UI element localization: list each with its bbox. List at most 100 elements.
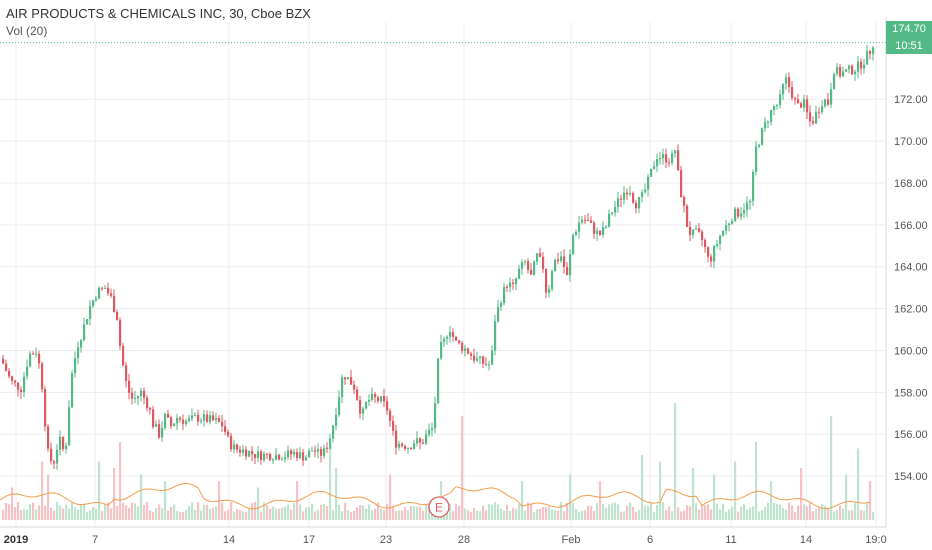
candle-body — [245, 449, 248, 457]
volume-bar — [326, 506, 329, 520]
volume-bar — [602, 504, 605, 520]
volume-bar — [320, 505, 323, 520]
x-tick-label: 14 — [223, 534, 235, 546]
volume-bar — [107, 502, 110, 520]
volume-bar — [308, 507, 311, 520]
volume-bar — [698, 509, 701, 520]
volume-bar — [854, 502, 857, 520]
volume-bar — [473, 508, 476, 520]
volume-indicator-label[interactable]: Vol (20) — [6, 24, 48, 38]
volume-bar — [821, 504, 824, 520]
volume-bar — [236, 508, 239, 520]
y-tick-label: 172.00 — [894, 94, 928, 106]
candle-body — [605, 226, 608, 228]
candle-body — [626, 192, 629, 195]
volume-bar — [233, 511, 236, 520]
volume-bar — [833, 511, 836, 520]
candle-body — [692, 229, 695, 236]
volume-bar — [407, 510, 410, 520]
candle-body — [218, 418, 221, 422]
candle-body — [107, 287, 110, 294]
candle-body — [98, 287, 101, 299]
candle-body — [518, 268, 521, 279]
candle-body — [8, 370, 11, 377]
candle-body — [239, 449, 242, 453]
candle-body — [797, 99, 800, 104]
volume-bar — [836, 510, 839, 520]
candle-body — [224, 426, 227, 432]
volume-bar — [119, 442, 122, 520]
volume-bar — [596, 503, 599, 520]
volume-bar — [491, 504, 494, 520]
candle-body — [20, 389, 23, 393]
volume-bar — [788, 502, 791, 520]
volume-bar — [839, 505, 842, 520]
volume-bar — [20, 510, 23, 520]
candle-body — [152, 409, 155, 427]
candle-body — [281, 459, 284, 461]
volume-bar — [191, 502, 194, 520]
volume-bar — [254, 501, 257, 520]
candle-body — [824, 99, 827, 107]
candle-body — [65, 445, 68, 449]
chart-title: AIR PRODUCTS & CHEMICALS INC, 30, Cboe B… — [6, 6, 311, 21]
volume-bar — [374, 508, 377, 520]
candle-body — [815, 111, 818, 124]
candle-body — [38, 353, 41, 364]
candle-body — [17, 382, 20, 390]
volume-bar — [446, 510, 449, 520]
volume-bar — [23, 509, 26, 520]
candle-body — [386, 401, 389, 411]
y-tick-label: 162.00 — [894, 304, 928, 316]
candle-body — [344, 377, 347, 380]
candle-body — [737, 208, 740, 217]
volume-bar — [200, 510, 203, 520]
volume-bar — [533, 512, 536, 520]
volume-bar — [653, 512, 656, 520]
x-tick-label: 11 — [725, 534, 736, 546]
volume-bar — [575, 508, 578, 520]
volume-bar — [359, 504, 362, 520]
earnings-marker[interactable]: E — [428, 496, 450, 518]
candle-body — [677, 150, 680, 171]
volume-bar — [350, 511, 353, 520]
volume-bar — [92, 507, 95, 520]
candle-body — [332, 425, 335, 439]
candle-body — [284, 457, 287, 460]
candle-body — [365, 401, 368, 409]
candle-body — [128, 380, 131, 393]
volume-bar — [278, 508, 281, 520]
candle-body — [848, 65, 851, 70]
volume-bar — [749, 507, 752, 520]
volume-bar — [104, 504, 107, 520]
volume-bar — [515, 509, 518, 520]
volume-bar — [662, 502, 665, 520]
volume-bar — [731, 506, 734, 520]
candle-body — [269, 454, 272, 461]
candle-body — [617, 198, 620, 207]
candle-body — [770, 110, 773, 122]
volume-bar — [629, 502, 632, 520]
y-tick-label: 164.00 — [894, 262, 928, 274]
volume-bar — [251, 503, 254, 520]
x-tick-label: 14 — [800, 534, 812, 546]
candle-body — [11, 376, 14, 381]
candle-body — [659, 158, 662, 160]
candle-body — [578, 222, 581, 232]
volume-bar — [101, 511, 104, 520]
volume-bar — [866, 503, 869, 520]
volume-bar — [638, 510, 641, 520]
candle-body — [326, 447, 329, 449]
candle-body — [725, 225, 728, 231]
candle-body — [680, 170, 683, 198]
candle-body — [380, 395, 383, 402]
candle-body — [95, 298, 98, 301]
candle-body — [812, 121, 815, 124]
candle-body — [860, 61, 863, 69]
candle-body — [203, 414, 206, 421]
candle-body — [701, 231, 704, 241]
volume-bar — [422, 510, 425, 520]
volume-bar — [458, 505, 461, 520]
volume-bar — [203, 504, 206, 520]
